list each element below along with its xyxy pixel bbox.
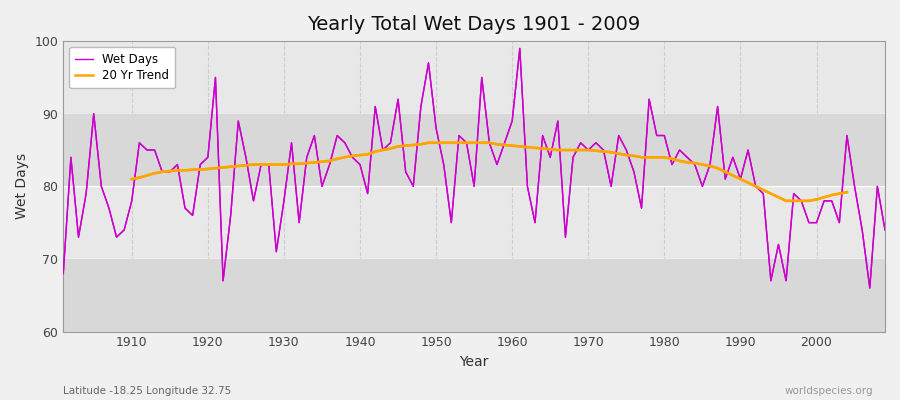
Wet Days [119, 228, 130, 232]
20 Yr Trend [621, 153, 632, 158]
Wet Days [879, 228, 890, 232]
Bar [63, 259, 885, 332]
Title: Yearly Total Wet Days 1901 - 2009: Yearly Total Wet Days 1901 - 2009 [308, 15, 641, 34]
20 Yr Trend [126, 177, 137, 182]
X-axis label: Year: Year [460, 355, 489, 369]
20 Yr Trend [157, 170, 167, 174]
Wet Days [507, 118, 517, 123]
Text: worldspecies.org: worldspecies.org [785, 386, 873, 396]
Y-axis label: Wet Days: Wet Days [15, 153, 29, 220]
Bar [63, 114, 885, 186]
Legend: Wet Days, 20 Yr Trend: Wet Days, 20 Yr Trend [69, 47, 176, 88]
Text: Latitude -18.25 Longitude 32.75: Latitude -18.25 Longitude 32.75 [63, 386, 231, 396]
Wet Days [606, 184, 616, 189]
Line: 20 Yr Trend: 20 Yr Trend [131, 143, 847, 201]
Wet Days [515, 46, 526, 51]
Wet Days [332, 133, 343, 138]
20 Yr Trend [659, 155, 670, 160]
Wet Days [500, 140, 510, 145]
20 Yr Trend [667, 156, 678, 161]
Wet Days [286, 140, 297, 145]
Line: Wet Days: Wet Days [63, 48, 885, 288]
20 Yr Trend [842, 190, 852, 194]
20 Yr Trend [256, 162, 266, 167]
20 Yr Trend [423, 140, 434, 145]
Wet Days [58, 271, 68, 276]
20 Yr Trend [636, 155, 647, 160]
Wet Days [864, 286, 875, 290]
20 Yr Trend [780, 198, 791, 203]
